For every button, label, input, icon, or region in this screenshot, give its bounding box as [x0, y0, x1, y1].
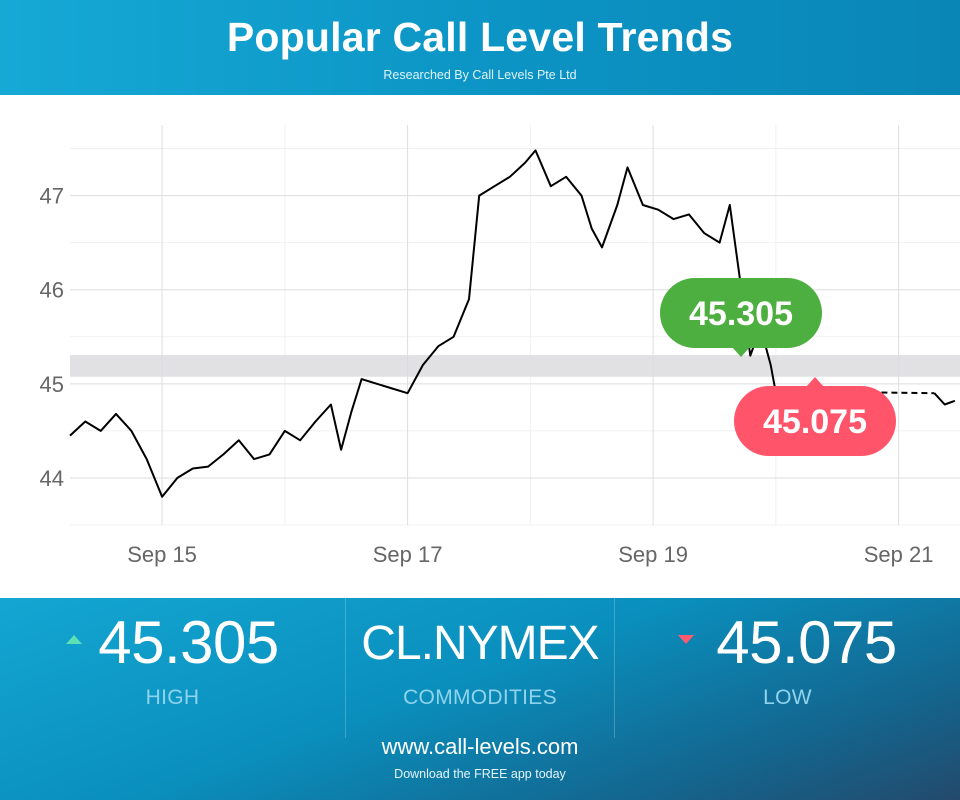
high-callout: 45.305 [660, 278, 822, 357]
price-chart: Sep 15 Sep 17 Sep 19 Sep 21 44 45 46 47 45.305 4… [0, 95, 960, 598]
low-stat: 45.075 LOW [615, 598, 960, 748]
low-label: LOW [763, 686, 812, 709]
x-tick-label: Sep 21 [864, 542, 934, 567]
callout-pointer [806, 377, 824, 387]
arrow-down-icon [678, 634, 695, 644]
callout-label: 45.305 [689, 295, 793, 333]
arrow-up-icon [66, 634, 83, 644]
symbol-value: CL.NYMEX [361, 617, 599, 670]
x-tick-label: Sep 17 [373, 542, 443, 567]
high-label: HIGH [145, 686, 200, 709]
divider [345, 598, 346, 738]
low-callout: 45.075 [734, 377, 896, 456]
y-tick-label: 46 [40, 278, 64, 303]
tagline: Download the FREE app today [394, 767, 566, 781]
page-subtitle: Researched By Call Levels Pte Ltd [383, 68, 577, 82]
high-value: 45.305 [98, 609, 279, 676]
high-stat: 45.305 HIGH [0, 598, 345, 748]
page-title: Popular Call Level Trends [226, 14, 734, 60]
price-line [933, 392, 956, 406]
x-tick-label: Sep 19 [618, 542, 688, 567]
footer-stats: 45.305 HIGH CL.NYMEX COMMODITIES 45.075 … [0, 598, 960, 800]
callout-bubble [660, 278, 822, 348]
y-tick-label: 45 [40, 372, 64, 397]
callout-bubble [734, 386, 896, 456]
chart-svg: Sep 15 Sep 17 Sep 19 Sep 21 44 45 46 47 45.305 4… [40, 125, 960, 567]
call-level-band [70, 355, 960, 377]
x-tick-label: Sep 15 [127, 542, 197, 567]
low-value: 45.075 [716, 609, 897, 676]
price-line [69, 149, 802, 498]
callout-label: 45.075 [763, 403, 867, 441]
y-tick-label: 47 [40, 184, 64, 209]
symbol-stat: CL.NYMEX COMMODITIES [346, 598, 614, 748]
y-tick-label: 44 [40, 466, 64, 491]
divider [614, 598, 615, 738]
symbol-label: COMMODITIES [403, 686, 557, 709]
header: Popular Call Level Trends Researched By … [0, 0, 960, 95]
callout-pointer [732, 347, 750, 357]
website-link[interactable]: www.call-levels.com [381, 734, 579, 759]
